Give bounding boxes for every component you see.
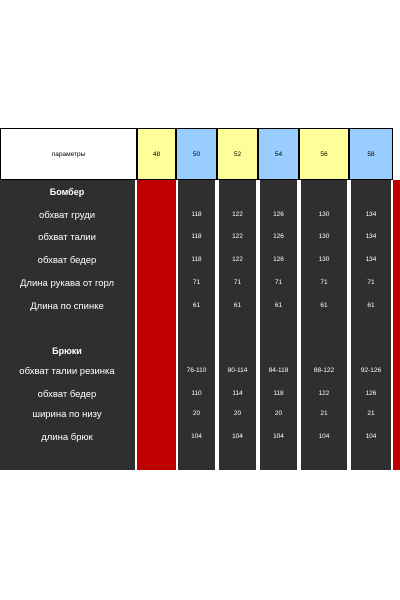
- size-label: 52: [233, 150, 242, 158]
- value-cell: 71: [274, 279, 283, 286]
- header-param-cell: параметры: [0, 128, 137, 180]
- value-cell: 20: [192, 410, 201, 417]
- value-cell: 104: [232, 433, 243, 440]
- value-cell: 130: [318, 256, 330, 263]
- size-58-column: [351, 180, 391, 470]
- value-cell: 92-126: [360, 367, 382, 374]
- value-cell: 21: [320, 410, 328, 417]
- size-48-column: [137, 180, 176, 470]
- value-cell: 80-114: [227, 367, 248, 374]
- header-size-54: 54: [258, 128, 299, 180]
- row-label: обхват талии: [38, 232, 96, 243]
- size-50-column: [178, 180, 215, 470]
- value-cell: 61: [274, 302, 283, 309]
- value-cell: 130: [318, 211, 330, 218]
- value-cell: 126: [273, 233, 284, 240]
- header-row: параметры 48 50 52 54 56 58: [0, 128, 400, 180]
- value-cell: 104: [273, 433, 284, 440]
- value-cell: 71: [320, 279, 328, 286]
- value-cell: 104: [365, 433, 377, 440]
- value-cell: 20: [233, 410, 242, 417]
- size-54-column: [260, 180, 297, 470]
- row-label: длина брюк: [41, 432, 93, 443]
- section-title-bomber: Бомбер: [49, 187, 85, 197]
- header-size-52: 52: [217, 128, 258, 180]
- size-label: 50: [192, 150, 201, 158]
- size-label: 48: [152, 150, 161, 158]
- size-label: 56: [320, 150, 328, 158]
- value-cell: 61: [367, 302, 375, 309]
- row-label: обхват груди: [38, 210, 96, 221]
- value-cell: 130: [318, 233, 330, 240]
- size-52-column: [219, 180, 256, 470]
- value-cell: 118: [191, 256, 202, 263]
- value-cell: 122: [232, 233, 243, 240]
- value-cell: 110: [191, 390, 202, 397]
- value-cell: 122: [318, 390, 330, 397]
- header-param-label: параметры: [51, 150, 86, 158]
- value-cell: 134: [365, 233, 377, 240]
- value-cell: 122: [232, 256, 243, 263]
- row-label: обхват талии резинка: [19, 366, 115, 377]
- size-label: 54: [274, 150, 283, 158]
- value-cell: 71: [233, 279, 242, 286]
- value-cell: 134: [365, 256, 377, 263]
- value-cell: 104: [318, 433, 330, 440]
- value-cell: 126: [273, 211, 284, 218]
- row-label: Длина по спинке: [30, 301, 104, 312]
- value-cell: 61: [192, 302, 201, 309]
- label-column: [0, 180, 135, 470]
- size-chart-table: параметры 48 50 52 54 56 58 Бомбер обхва…: [0, 128, 400, 470]
- value-cell: 126: [273, 256, 284, 263]
- value-cell: 118: [191, 233, 202, 240]
- value-cell: 61: [320, 302, 328, 309]
- value-cell: 134: [365, 211, 377, 218]
- value-cell: 61: [233, 302, 242, 309]
- row-label: ширина по низу: [32, 409, 102, 420]
- value-cell: 84-118: [268, 367, 289, 374]
- value-cell: 118: [191, 211, 202, 218]
- header-size-58: 58: [349, 128, 393, 180]
- value-cell: 88-122: [313, 367, 335, 374]
- header-size-50: 50: [176, 128, 217, 180]
- value-cell: 122: [232, 211, 243, 218]
- size-56-column: [301, 180, 347, 470]
- row-label: Длина рукава от горл: [20, 278, 114, 289]
- value-cell: 126: [365, 390, 377, 397]
- value-cell: 118: [273, 390, 284, 397]
- value-cell: 114: [232, 390, 243, 397]
- header-size-48: 48: [137, 128, 176, 180]
- value-cell: 76-110: [186, 367, 207, 374]
- row-label: обхват бедер: [37, 389, 97, 400]
- value-cell: 21: [367, 410, 375, 417]
- row-label: обхват бедер: [37, 255, 97, 266]
- size-label: 58: [367, 150, 375, 158]
- value-cell: 71: [367, 279, 375, 286]
- right-edge-bar: [393, 180, 400, 470]
- value-cell: 20: [274, 410, 283, 417]
- section-title-trousers: Брюки: [52, 346, 82, 356]
- header-size-56: 56: [299, 128, 349, 180]
- value-cell: 104: [191, 433, 202, 440]
- value-cell: 71: [192, 279, 201, 286]
